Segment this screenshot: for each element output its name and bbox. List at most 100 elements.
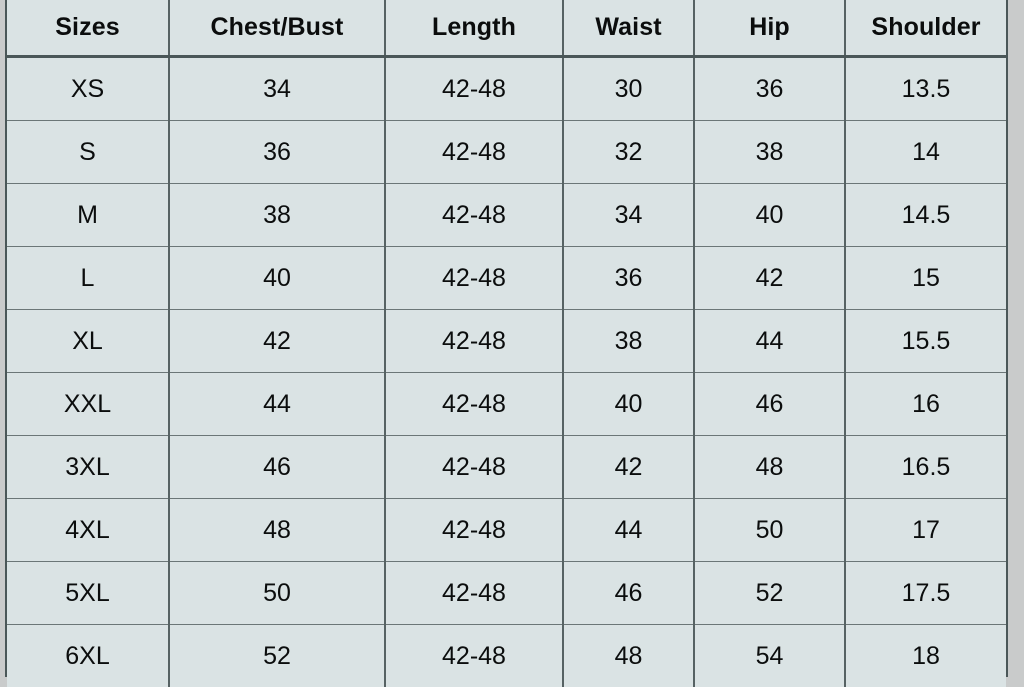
cell-value: 4XL bbox=[7, 518, 168, 543]
cell-value: 42-48 bbox=[386, 518, 562, 543]
cell-value: 40 bbox=[170, 266, 384, 291]
cell-value: 36 bbox=[170, 140, 384, 165]
cell-hip: 46 bbox=[694, 373, 845, 436]
cell-waist: 44 bbox=[563, 499, 694, 562]
cell-value: 36 bbox=[695, 77, 844, 102]
table-body: XS 34 42-48 30 36 13.5 S 36 42-48 32 38 … bbox=[7, 57, 1006, 687]
cell-value: 46 bbox=[170, 455, 384, 480]
cell-value: 42-48 bbox=[386, 77, 562, 102]
cell-value: 16 bbox=[846, 392, 1006, 417]
cell-waist: 30 bbox=[563, 57, 694, 121]
cell-value: 15 bbox=[846, 266, 1006, 291]
column-header-label: Waist bbox=[564, 15, 693, 40]
column-header-waist: Waist bbox=[563, 0, 694, 57]
column-header-chest-bust: Chest/Bust bbox=[169, 0, 385, 57]
cell-length: 42-48 bbox=[385, 184, 563, 247]
cell-length: 42-48 bbox=[385, 310, 563, 373]
cell-length: 42-48 bbox=[385, 562, 563, 625]
cell-value: 44 bbox=[695, 329, 844, 354]
cell-size: 6XL bbox=[7, 625, 169, 687]
column-header-label: Shoulder bbox=[846, 15, 1006, 40]
cell-waist: 42 bbox=[563, 436, 694, 499]
cell-value: 32 bbox=[564, 140, 693, 165]
cell-size: 4XL bbox=[7, 499, 169, 562]
cell-length: 42-48 bbox=[385, 247, 563, 310]
cell-length: 42-48 bbox=[385, 499, 563, 562]
table-row: XS 34 42-48 30 36 13.5 bbox=[7, 57, 1006, 121]
cell-chest: 44 bbox=[169, 373, 385, 436]
cell-value: 42-48 bbox=[386, 392, 562, 417]
cell-chest: 52 bbox=[169, 625, 385, 687]
cell-size: M bbox=[7, 184, 169, 247]
column-header-length: Length bbox=[385, 0, 563, 57]
table-row: 6XL 52 42-48 48 54 18 bbox=[7, 625, 1006, 687]
cell-value: 5XL bbox=[7, 581, 168, 606]
cell-shoulder: 17 bbox=[845, 499, 1006, 562]
cell-length: 42-48 bbox=[385, 57, 563, 121]
cell-value: 14 bbox=[846, 140, 1006, 165]
cell-value: 36 bbox=[564, 266, 693, 291]
cell-shoulder: 15 bbox=[845, 247, 1006, 310]
cell-value: 6XL bbox=[7, 644, 168, 669]
cell-size: 3XL bbox=[7, 436, 169, 499]
column-header-sizes: Sizes bbox=[7, 0, 169, 57]
cell-value: 38 bbox=[170, 203, 384, 228]
cell-shoulder: 13.5 bbox=[845, 57, 1006, 121]
cell-value: 46 bbox=[695, 392, 844, 417]
cell-hip: 42 bbox=[694, 247, 845, 310]
size-chart-table: Sizes Chest/Bust Length Waist Hip Should… bbox=[7, 0, 1006, 687]
table-header-row: Sizes Chest/Bust Length Waist Hip Should… bbox=[7, 0, 1006, 57]
cell-chest: 46 bbox=[169, 436, 385, 499]
column-header-hip: Hip bbox=[694, 0, 845, 57]
cell-value: 48 bbox=[695, 455, 844, 480]
cell-value: 42-48 bbox=[386, 203, 562, 228]
cell-value: 34 bbox=[170, 77, 384, 102]
table-row: 5XL 50 42-48 46 52 17.5 bbox=[7, 562, 1006, 625]
cell-hip: 50 bbox=[694, 499, 845, 562]
cell-value: 15.5 bbox=[846, 329, 1006, 354]
column-header-label: Hip bbox=[695, 15, 844, 40]
cell-shoulder: 14.5 bbox=[845, 184, 1006, 247]
cell-value: 38 bbox=[564, 329, 693, 354]
cell-value: 46 bbox=[564, 581, 693, 606]
cell-value: 54 bbox=[695, 644, 844, 669]
cell-waist: 48 bbox=[563, 625, 694, 687]
cell-hip: 44 bbox=[694, 310, 845, 373]
cell-size: 5XL bbox=[7, 562, 169, 625]
cell-waist: 38 bbox=[563, 310, 694, 373]
cell-value: 52 bbox=[170, 644, 384, 669]
cell-chest: 50 bbox=[169, 562, 385, 625]
cell-value: XS bbox=[7, 77, 168, 102]
cell-value: 42-48 bbox=[386, 644, 562, 669]
cell-value: 48 bbox=[170, 518, 384, 543]
cell-value: 44 bbox=[564, 518, 693, 543]
cell-chest: 38 bbox=[169, 184, 385, 247]
cell-value: M bbox=[7, 203, 168, 228]
cell-length: 42-48 bbox=[385, 121, 563, 184]
cell-size: XXL bbox=[7, 373, 169, 436]
cell-value: 42 bbox=[170, 329, 384, 354]
cell-value: XL bbox=[7, 329, 168, 354]
table-row: S 36 42-48 32 38 14 bbox=[7, 121, 1006, 184]
cell-value: 42-48 bbox=[386, 140, 562, 165]
cell-value: 38 bbox=[695, 140, 844, 165]
size-chart-container: Sizes Chest/Bust Length Waist Hip Should… bbox=[5, 0, 1008, 677]
cell-waist: 40 bbox=[563, 373, 694, 436]
cell-waist: 36 bbox=[563, 247, 694, 310]
cell-shoulder: 17.5 bbox=[845, 562, 1006, 625]
cell-value: 50 bbox=[695, 518, 844, 543]
cell-length: 42-48 bbox=[385, 436, 563, 499]
cell-shoulder: 14 bbox=[845, 121, 1006, 184]
cell-value: 17 bbox=[846, 518, 1006, 543]
cell-value: 40 bbox=[695, 203, 844, 228]
cell-hip: 38 bbox=[694, 121, 845, 184]
cell-value: L bbox=[7, 266, 168, 291]
cell-value: 42 bbox=[564, 455, 693, 480]
column-header-shoulder: Shoulder bbox=[845, 0, 1006, 57]
cell-value: 18 bbox=[846, 644, 1006, 669]
cell-value: 13.5 bbox=[846, 77, 1006, 102]
cell-waist: 34 bbox=[563, 184, 694, 247]
cell-shoulder: 16.5 bbox=[845, 436, 1006, 499]
table-row: L 40 42-48 36 42 15 bbox=[7, 247, 1006, 310]
cell-length: 42-48 bbox=[385, 373, 563, 436]
